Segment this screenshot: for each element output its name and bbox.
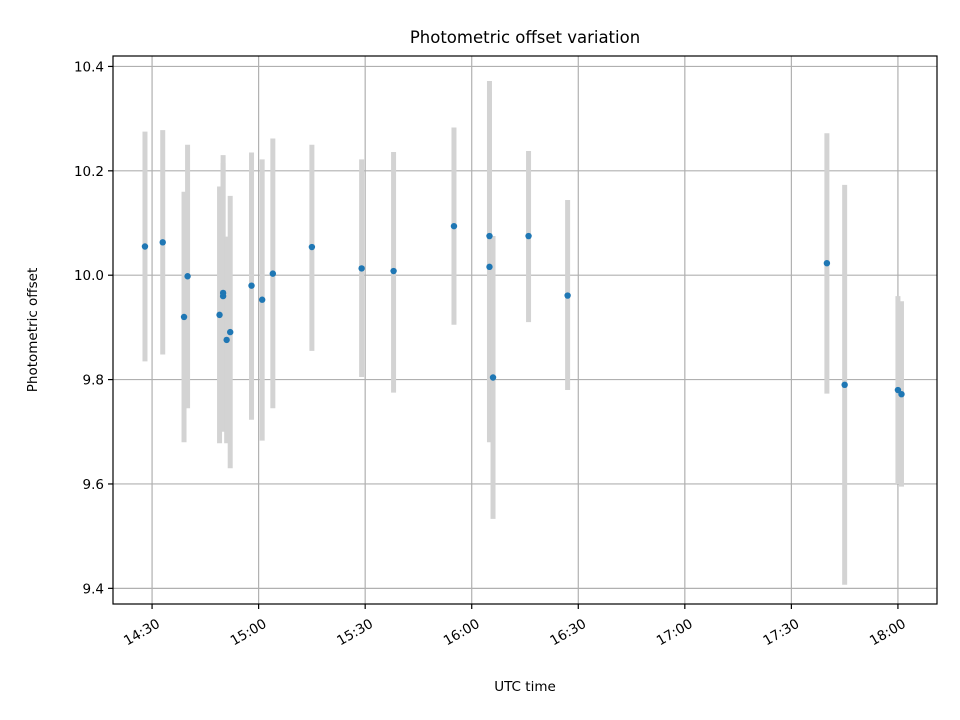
data-point [486,263,493,271]
x-tick-label: 17:00 [654,616,696,649]
data-points [141,222,905,398]
x-tick-label: 14:30 [121,616,163,649]
y-tick-label: 10.2 [74,164,104,180]
data-point [358,265,365,272]
x-axis-label: UTC time [494,679,556,695]
data-point [308,243,316,251]
x-tick-label: 16:00 [441,616,483,649]
y-tick-label: 10.4 [74,59,104,75]
data-point [841,381,848,388]
y-tick-label: 9.4 [83,581,104,597]
data-point [898,390,905,398]
x-tick-label: 16:30 [547,616,589,649]
data-point [486,232,493,240]
data-point [450,222,458,230]
data-point [180,313,188,321]
data-point [219,292,227,300]
data-point [223,336,230,344]
x-tick-label: 15:30 [334,616,376,649]
data-point [525,232,532,240]
data-point [269,270,277,277]
data-point [216,311,223,319]
plot-frame [112,55,938,605]
x-tick-label: 17:30 [760,616,802,649]
x-tick-label: 15:00 [228,616,270,649]
data-point [823,259,831,267]
data-point [159,239,166,246]
grid [113,56,937,604]
y-axis-ticks: 9.4 9.6 9.8 10.0 10.2 10.4 [74,59,113,597]
y-tick-label: 10.0 [74,268,104,284]
y-tick-label: 9.8 [83,373,104,389]
data-point [141,243,149,250]
data-point [489,374,497,381]
data-point [390,267,397,275]
x-tick-label: 18:00 [867,616,909,649]
data-point [564,292,571,299]
y-tick-label: 9.6 [83,477,104,493]
data-point [227,328,234,336]
data-point [248,282,255,289]
y-axis-label: Photometric offset [25,268,41,392]
data-point [258,296,266,303]
data-point [184,273,191,280]
data-point [894,386,902,394]
chart-title: Photometric offset variation [410,28,640,47]
x-axis-ticks: 14:30 15:00 15:30 16:00 16:30 17:00 17:30 18:00 [121,604,909,649]
